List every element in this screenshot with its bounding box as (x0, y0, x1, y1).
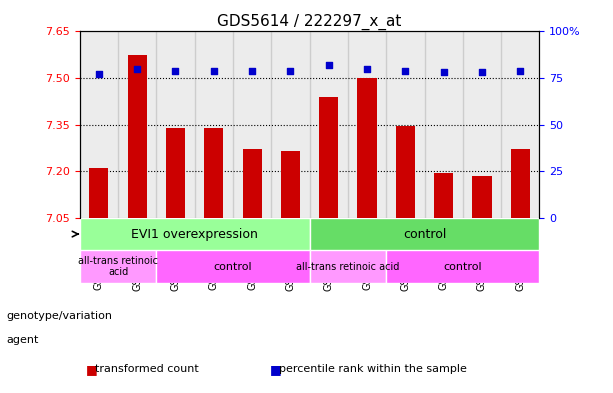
Text: agent: agent (6, 335, 39, 345)
Bar (89, 168, 109, 218)
Text: ■: ■ (86, 363, 97, 376)
Bar (319, 97, 338, 218)
Point (94, 71, 104, 77)
Point (477, 69, 487, 75)
Text: control: control (403, 228, 446, 241)
Bar (501, 31, 539, 218)
Text: ■: ■ (270, 363, 281, 376)
Bar (128, 55, 147, 218)
Bar (80, 31, 118, 218)
Text: EVI1 overexpression: EVI1 overexpression (131, 228, 258, 241)
Bar (195, 31, 233, 218)
FancyBboxPatch shape (80, 250, 156, 283)
Text: all-trans retinoic
acid: all-trans retinoic acid (78, 256, 158, 277)
Text: control: control (443, 262, 482, 272)
Point (362, 66, 372, 72)
Text: percentile rank within the sample: percentile rank within the sample (279, 364, 466, 375)
Bar (348, 31, 386, 218)
Point (516, 68, 525, 74)
Bar (166, 128, 185, 218)
Bar (310, 31, 348, 218)
FancyBboxPatch shape (310, 250, 386, 283)
Point (132, 66, 142, 72)
Bar (424, 31, 463, 218)
Bar (271, 31, 310, 218)
Point (286, 68, 295, 74)
FancyBboxPatch shape (310, 218, 539, 250)
Bar (118, 31, 156, 218)
Text: transformed count: transformed count (95, 364, 199, 375)
Bar (463, 31, 501, 218)
FancyBboxPatch shape (386, 250, 539, 283)
Bar (386, 31, 424, 218)
Bar (511, 149, 530, 218)
Bar (281, 151, 300, 218)
Text: all-trans retinoic acid: all-trans retinoic acid (296, 262, 400, 272)
Point (439, 69, 449, 75)
FancyBboxPatch shape (156, 250, 310, 283)
Bar (233, 31, 271, 218)
Point (247, 68, 257, 74)
Bar (243, 149, 262, 218)
Bar (434, 173, 453, 218)
Point (400, 68, 410, 74)
Bar (357, 78, 376, 218)
Title: GDS5614 / 222297_x_at: GDS5614 / 222297_x_at (218, 14, 402, 30)
Point (324, 62, 333, 68)
Text: control: control (213, 262, 253, 272)
Text: genotype/variation: genotype/variation (6, 311, 112, 321)
Bar (473, 176, 492, 218)
Bar (204, 128, 223, 218)
Point (209, 68, 219, 74)
Bar (156, 31, 195, 218)
Bar (396, 126, 415, 218)
FancyBboxPatch shape (80, 218, 310, 250)
Point (170, 68, 180, 74)
